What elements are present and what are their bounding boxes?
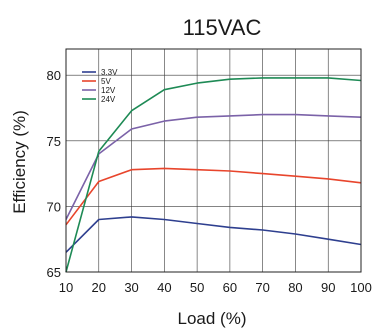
x-tick-label: 60 — [223, 280, 237, 295]
y-tick-label: 80 — [47, 68, 61, 83]
legend-label: 24V — [101, 95, 116, 104]
x-tick-label: 90 — [321, 280, 335, 295]
x-axis-label: Load (%) — [178, 309, 247, 328]
x-tick-label: 80 — [288, 280, 302, 295]
x-tick-label: 10 — [59, 280, 73, 295]
chart-title: 115VAC — [183, 15, 262, 40]
x-tick-label: 70 — [255, 280, 269, 295]
x-tick-label: 50 — [190, 280, 204, 295]
series-line-3-3v — [65, 216, 362, 253]
x-tick-label: 20 — [92, 280, 106, 295]
x-tick-labels: 10 20 30 40 50 60 70 80 90 100 — [59, 280, 372, 295]
plot-frame — [65, 48, 362, 273]
series-lines — [65, 77, 362, 273]
legend-label: 12V — [101, 86, 116, 95]
y-tick-label: 75 — [47, 134, 61, 149]
y-tick-labels: 65 70 75 80 — [47, 68, 61, 280]
y-tick-label: 65 — [47, 265, 61, 280]
series-line-24v — [65, 77, 362, 273]
series-line-5v — [65, 167, 362, 226]
x-tick-label: 100 — [350, 280, 372, 295]
y-tick-label: 70 — [47, 199, 61, 214]
x-tick-label: 30 — [124, 280, 138, 295]
series-line-12v — [65, 113, 362, 220]
legend-label: 5V — [101, 77, 111, 86]
y-axis-label: Efficiency (%) — [10, 110, 29, 214]
legend-label: 3.3V — [101, 68, 118, 77]
x-tick-label: 40 — [157, 280, 171, 295]
